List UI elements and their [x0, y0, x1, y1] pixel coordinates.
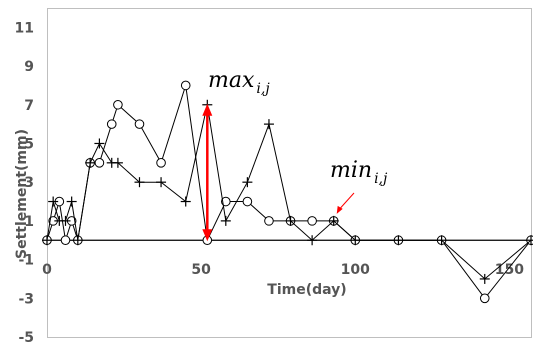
- y-tick-label: 11: [15, 20, 34, 36]
- data-point-circle: [264, 216, 274, 226]
- x-tick-label: 150: [495, 262, 524, 278]
- max-min-range-arrow: [202, 103, 213, 242]
- data-point-plus: [263, 119, 274, 130]
- y-tick-label: 3: [24, 175, 34, 191]
- data-point-circle: [307, 216, 317, 226]
- data-point-circle: [156, 158, 166, 168]
- data-point-plus: [220, 215, 231, 226]
- data-point-plus: [285, 215, 296, 226]
- data-point-plus: [242, 177, 253, 188]
- data-point-circle: [94, 158, 105, 168]
- data-point-plus: [526, 235, 533, 246]
- min-pointer-arrow: [336, 192, 355, 214]
- x-tick-label: 50: [191, 262, 211, 278]
- data-point-plus: [72, 235, 83, 246]
- data-point-plus: [180, 196, 191, 207]
- data-point-plus: [479, 273, 490, 284]
- data-point-plus: [393, 235, 404, 246]
- series-line-2: [46, 104, 532, 280]
- y-tick-label: 5: [24, 136, 34, 152]
- data-point-plus: [85, 157, 96, 168]
- data-point-circle: [60, 235, 71, 246]
- data-point-plus: [350, 235, 361, 246]
- x-axis-title: Time(day): [267, 282, 346, 298]
- series-layer: [42, 80, 533, 304]
- data-point-plus: [48, 196, 59, 207]
- data-point-plus: [112, 157, 123, 168]
- data-point-plus: [328, 215, 339, 226]
- y-tick-label: -3: [18, 291, 34, 307]
- data-point-plus: [66, 196, 77, 207]
- annotation-layer: max i,j min i,j: [202, 68, 388, 242]
- data-point-plus: [436, 235, 447, 246]
- data-point-plus: [60, 215, 71, 226]
- data-point-plus: [134, 177, 145, 188]
- plot-area-frame: [47, 8, 532, 338]
- data-point-circle: [113, 99, 123, 110]
- data-point-circle: [221, 196, 231, 207]
- data-point-plus: [94, 138, 105, 149]
- data-point-circle: [134, 119, 145, 129]
- data-point-circle: [242, 196, 253, 207]
- y-tick-label: -1: [18, 253, 34, 269]
- x-tick-label: 100: [341, 262, 370, 278]
- y-tick-labels: -5 -3 -1 1 3 5 7 9 11: [15, 20, 34, 346]
- series-line-1: [46, 85, 532, 300]
- data-point-plus: [307, 235, 318, 246]
- data-point-plus: [42, 235, 52, 246]
- x-tick-label: 0: [42, 262, 52, 278]
- max-label: max i,j: [208, 68, 270, 97]
- y-axis-title: Settlement(mm): [14, 129, 30, 259]
- y-tick-label: 1: [24, 214, 34, 230]
- data-point-circle: [180, 80, 191, 91]
- y-tick-label: 9: [24, 59, 34, 75]
- data-point-circle: [106, 119, 117, 129]
- min-label: min i,j: [330, 158, 388, 187]
- y-tick-label: 7: [24, 98, 34, 114]
- x-tick-labels: 0 50 100 150: [42, 262, 524, 278]
- y-tick-label: -5: [18, 330, 34, 346]
- data-point-plus: [156, 177, 167, 188]
- data-point-circle: [479, 293, 490, 304]
